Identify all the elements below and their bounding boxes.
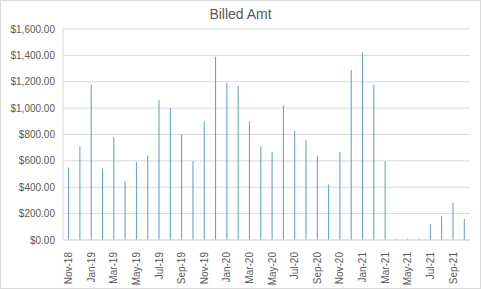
svg-text:Mar-21: Mar-21 [380, 252, 391, 284]
svg-text:$800.00: $800.00 [19, 129, 56, 140]
svg-text:Jan-19: Jan-19 [86, 252, 97, 283]
svg-text:$1,000.00: $1,000.00 [11, 103, 56, 114]
svg-text:Nov-19: Nov-19 [199, 252, 210, 285]
svg-text:$200.00: $200.00 [19, 208, 56, 219]
svg-text:Jan-21: Jan-21 [357, 252, 368, 283]
svg-text:Jul-21: Jul-21 [425, 252, 436, 280]
svg-text:Mar-20: Mar-20 [244, 252, 255, 284]
svg-text:$400.00: $400.00 [19, 182, 56, 193]
svg-text:$1,600.00: $1,600.00 [11, 24, 56, 35]
html-text:Billed Amt: Billed Amt [209, 6, 272, 22]
svg-text:$600.00: $600.00 [19, 155, 56, 166]
svg-text:Sep-20: Sep-20 [312, 252, 323, 285]
svg-text:Mar-19: Mar-19 [108, 252, 119, 284]
svg-text:Nov-20: Nov-20 [334, 252, 345, 285]
svg-text:May-20: May-20 [267, 252, 278, 286]
svg-text:Jan-20: Jan-20 [221, 252, 232, 283]
svg-text:$0.00: $0.00 [30, 235, 55, 246]
svg-text:Jul-20: Jul-20 [289, 252, 300, 280]
svg-text:$1,400.00: $1,400.00 [11, 50, 56, 61]
svg-text:Nov-18: Nov-18 [63, 252, 74, 285]
svg-text:Sep-19: Sep-19 [176, 252, 187, 285]
svg-text:Sep-21: Sep-21 [448, 252, 459, 285]
svg-text:May-21: May-21 [402, 252, 413, 286]
svg-text:$1,200.00: $1,200.00 [11, 76, 56, 87]
svg-text:May-19: May-19 [131, 252, 142, 286]
svg-text:Jul-19: Jul-19 [154, 252, 165, 280]
